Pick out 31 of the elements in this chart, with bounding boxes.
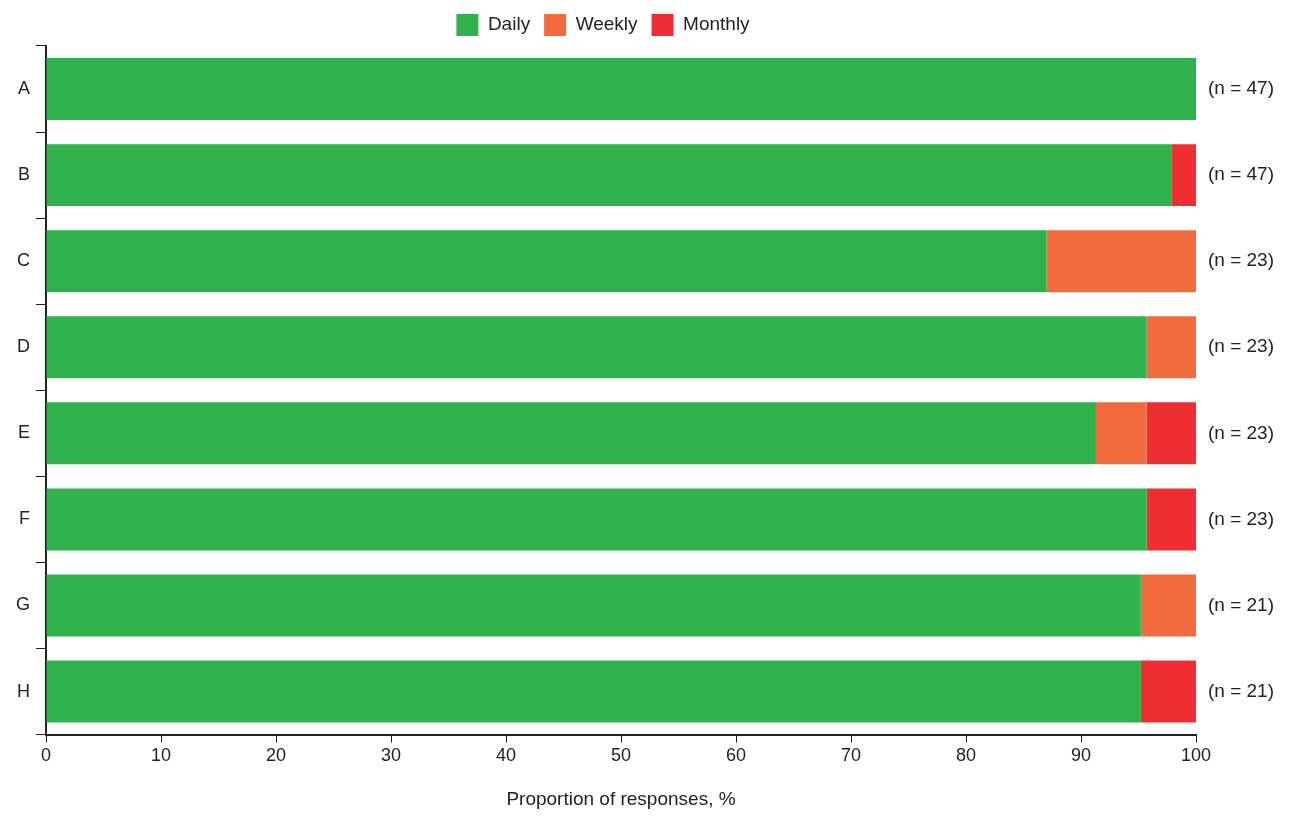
legend-label: Weekly: [575, 13, 639, 35]
text: (n = 23): [1208, 335, 1275, 357]
x-tick-label: 70: [840, 745, 862, 766]
y-tick-label: F: [19, 508, 30, 529]
legend-label: Monthly: [683, 13, 751, 35]
text: (n = 23): [1208, 421, 1275, 443]
x-tick-label: 30: [380, 745, 402, 766]
x-tick-label: 50: [610, 745, 632, 766]
x-tick-label: 0: [40, 745, 52, 766]
x-tick-label: 10: [150, 745, 172, 766]
x-tick-label: 80: [955, 745, 977, 766]
text: (n = 23): [1208, 507, 1275, 529]
text: (n = 23): [1208, 249, 1275, 271]
text: (n = 21): [1208, 593, 1275, 615]
y-tick-label: B: [17, 164, 30, 185]
y-tick-label: C: [17, 250, 30, 271]
y-tick-label: E: [17, 422, 30, 443]
y-tick-label: G: [15, 594, 30, 615]
x-tick-label: 40: [495, 745, 517, 766]
y-tick-label: H: [17, 680, 30, 701]
x-tick-label: 20: [265, 745, 287, 766]
x-tick-label: 100: [1180, 745, 1212, 766]
y-tick-label: D: [17, 336, 30, 357]
x-axis-title: Proportion of responses, %: [506, 787, 736, 809]
y-tick-label: A: [17, 78, 30, 99]
text: (n = 21): [1208, 679, 1275, 701]
x-tick-label: 60: [725, 745, 747, 766]
text: (n = 47): [1208, 77, 1275, 99]
legend-label: Daily: [487, 13, 531, 35]
text: (n = 47): [1208, 163, 1275, 185]
x-tick-label: 90: [1070, 745, 1092, 766]
